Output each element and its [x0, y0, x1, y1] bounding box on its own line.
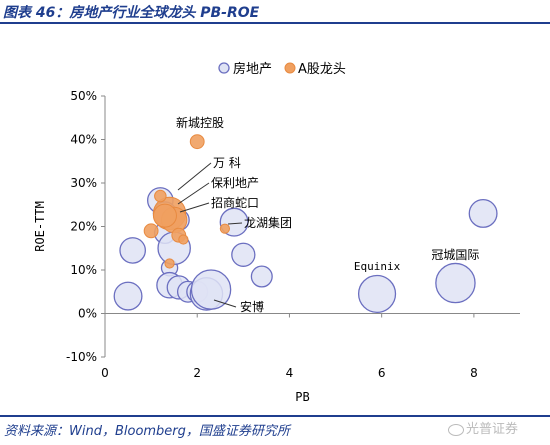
legend-marker-a-share — [284, 62, 296, 74]
property-bubble — [468, 198, 498, 228]
source-note: 资料来源：Wind，Bloomberg，国盛证券研究所 — [4, 424, 290, 439]
point-label: 龙湖集团 — [244, 215, 292, 230]
y-tick-label: 50% — [70, 89, 97, 103]
x-tick-label: 4 — [286, 366, 294, 380]
a-share-bubble — [178, 234, 189, 245]
a-share-bubble — [154, 189, 167, 203]
point-label: 安博 — [240, 299, 264, 314]
point-label: 新城控股 — [176, 115, 224, 130]
bubble-chart: -10% 0% 10% 20% 30% 40% 50% 0 2 4 6 8 PB ROE-TTM 新城控股万… — [33, 61, 520, 404]
footer-divider — [0, 415, 550, 417]
a-share-bubble — [143, 223, 159, 239]
property-bubble — [357, 274, 397, 314]
a-share-bubble — [219, 223, 230, 234]
y-tick-label: 30% — [70, 176, 97, 190]
property-bubble — [231, 242, 256, 267]
leader-line — [213, 299, 237, 308]
a-share-bubble — [189, 134, 205, 150]
a-share-bubble — [152, 203, 177, 228]
legend-label: 房地产 — [233, 61, 272, 77]
point-label: 保利地产 — [211, 176, 259, 190]
a-share-bubble — [164, 258, 175, 269]
property-bubble — [435, 262, 476, 304]
property-bubble — [250, 265, 273, 288]
point-label: 万 科 — [213, 156, 241, 170]
leader-line — [227, 222, 243, 225]
x-tick-label: 8 — [470, 366, 478, 380]
x-tick-label: 2 — [193, 366, 201, 380]
property-bubble — [113, 281, 143, 311]
watermark-text: 光普证券 — [466, 422, 519, 437]
y-tick-label: 0% — [78, 307, 97, 321]
y-axis-label: ROE-TTM — [33, 201, 47, 252]
point-label: 冠城国际 — [431, 248, 479, 262]
title-divider — [0, 22, 550, 24]
y-tick-label: -10% — [66, 350, 97, 364]
wechat-icon — [448, 423, 464, 436]
y-tick-label: 40% — [70, 133, 97, 147]
chart-title: 图表 46：房地产行业全球龙头 PB-ROE — [3, 5, 260, 21]
point-label: 招商蛇口 — [211, 195, 259, 210]
y-tick-label: 20% — [70, 220, 97, 234]
point-label: Equinix — [354, 260, 401, 273]
x-axis-label: PB — [295, 390, 309, 404]
x-tick-label: 6 — [378, 366, 386, 380]
title-bar: 图表 46：房地产行业全球龙头 PB-ROE — [0, 0, 550, 22]
x-tick-label: 0 — [101, 366, 109, 380]
property-bubble — [119, 237, 146, 264]
watermark: 光普证券 — [448, 418, 518, 437]
legend-marker-property — [218, 62, 230, 74]
leader-line — [177, 162, 212, 191]
y-tick-label: 10% — [70, 263, 97, 277]
leader-line — [177, 182, 210, 205]
property-bubble — [190, 269, 232, 310]
legend-label: A股龙头 — [298, 62, 346, 77]
leader-line — [179, 202, 210, 213]
